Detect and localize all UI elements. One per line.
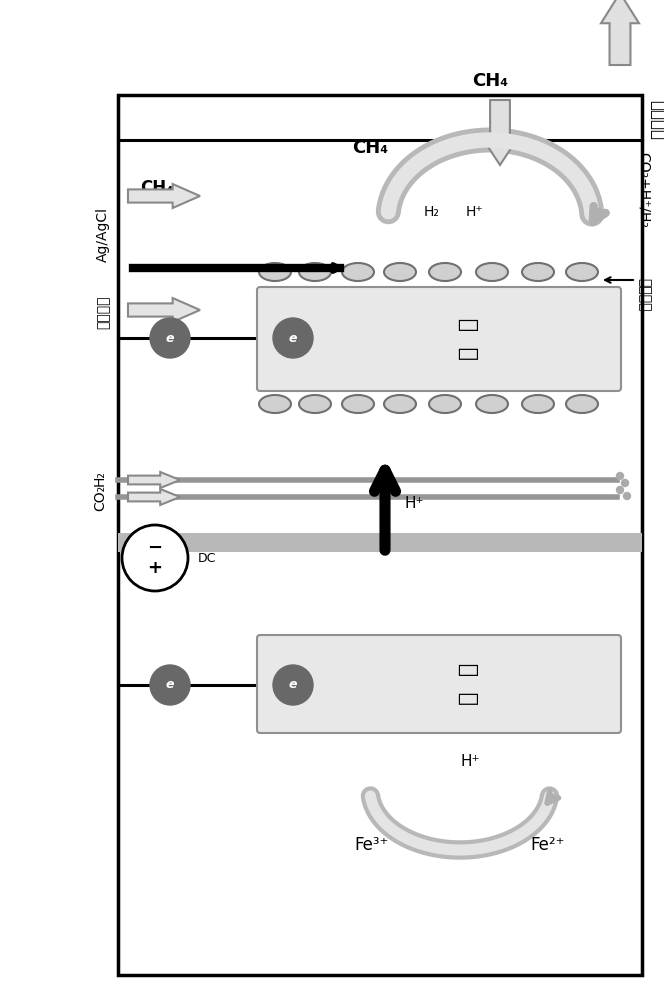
FancyBboxPatch shape	[257, 635, 621, 733]
Text: H₂: H₂	[93, 470, 107, 486]
Text: −: −	[147, 539, 163, 557]
Circle shape	[622, 480, 629, 487]
Text: CO₂+H⁺/H₂: CO₂+H⁺/H₂	[637, 152, 651, 228]
Polygon shape	[128, 472, 180, 488]
Ellipse shape	[429, 263, 461, 281]
Text: e: e	[166, 332, 174, 344]
Text: H⁺: H⁺	[405, 495, 424, 510]
Circle shape	[616, 487, 623, 493]
Text: e: e	[289, 678, 297, 692]
Ellipse shape	[429, 395, 461, 413]
Bar	[118, 533, 642, 552]
Ellipse shape	[342, 263, 374, 281]
Polygon shape	[601, 0, 639, 65]
Circle shape	[150, 665, 190, 705]
Circle shape	[623, 492, 631, 499]
Text: e: e	[289, 332, 297, 344]
Ellipse shape	[342, 395, 374, 413]
Text: H⁺: H⁺	[465, 205, 483, 219]
Text: Ag/AgCl: Ag/AgCl	[96, 208, 110, 262]
Ellipse shape	[476, 263, 508, 281]
Polygon shape	[128, 489, 180, 505]
Text: 阴  极: 阴 极	[459, 318, 479, 360]
Polygon shape	[482, 100, 518, 165]
FancyBboxPatch shape	[257, 287, 621, 391]
Ellipse shape	[476, 395, 508, 413]
Text: DC: DC	[198, 552, 216, 564]
Text: e: e	[166, 678, 174, 692]
Polygon shape	[128, 298, 200, 322]
Text: 预处理液: 预处理液	[96, 295, 110, 329]
Ellipse shape	[299, 395, 331, 413]
Text: H₂: H₂	[424, 205, 440, 219]
Circle shape	[122, 525, 188, 591]
Polygon shape	[128, 184, 200, 208]
Text: 残液回收: 残液回收	[648, 100, 664, 140]
Ellipse shape	[384, 263, 416, 281]
Text: H⁺: H⁺	[460, 754, 480, 770]
Circle shape	[273, 665, 313, 705]
Ellipse shape	[566, 263, 598, 281]
Circle shape	[616, 473, 623, 480]
Text: 产甲烷菌: 产甲烷菌	[637, 278, 651, 312]
Text: CH₄: CH₄	[472, 72, 508, 90]
Text: PEM: PEM	[147, 524, 163, 560]
Ellipse shape	[522, 263, 554, 281]
Text: CO₂: CO₂	[93, 485, 107, 511]
Text: Fe³⁺: Fe³⁺	[355, 836, 389, 854]
Text: Fe²⁺: Fe²⁺	[531, 836, 565, 854]
Text: +: +	[147, 559, 163, 577]
Ellipse shape	[299, 263, 331, 281]
Ellipse shape	[259, 263, 291, 281]
Ellipse shape	[522, 395, 554, 413]
Text: 阳  极: 阳 极	[459, 663, 479, 705]
Circle shape	[150, 318, 190, 358]
Bar	[118, 95, 642, 975]
Text: CH₄: CH₄	[140, 179, 173, 197]
Ellipse shape	[566, 395, 598, 413]
Text: CH₄: CH₄	[352, 139, 388, 157]
Circle shape	[273, 318, 313, 358]
Ellipse shape	[259, 395, 291, 413]
Ellipse shape	[384, 395, 416, 413]
